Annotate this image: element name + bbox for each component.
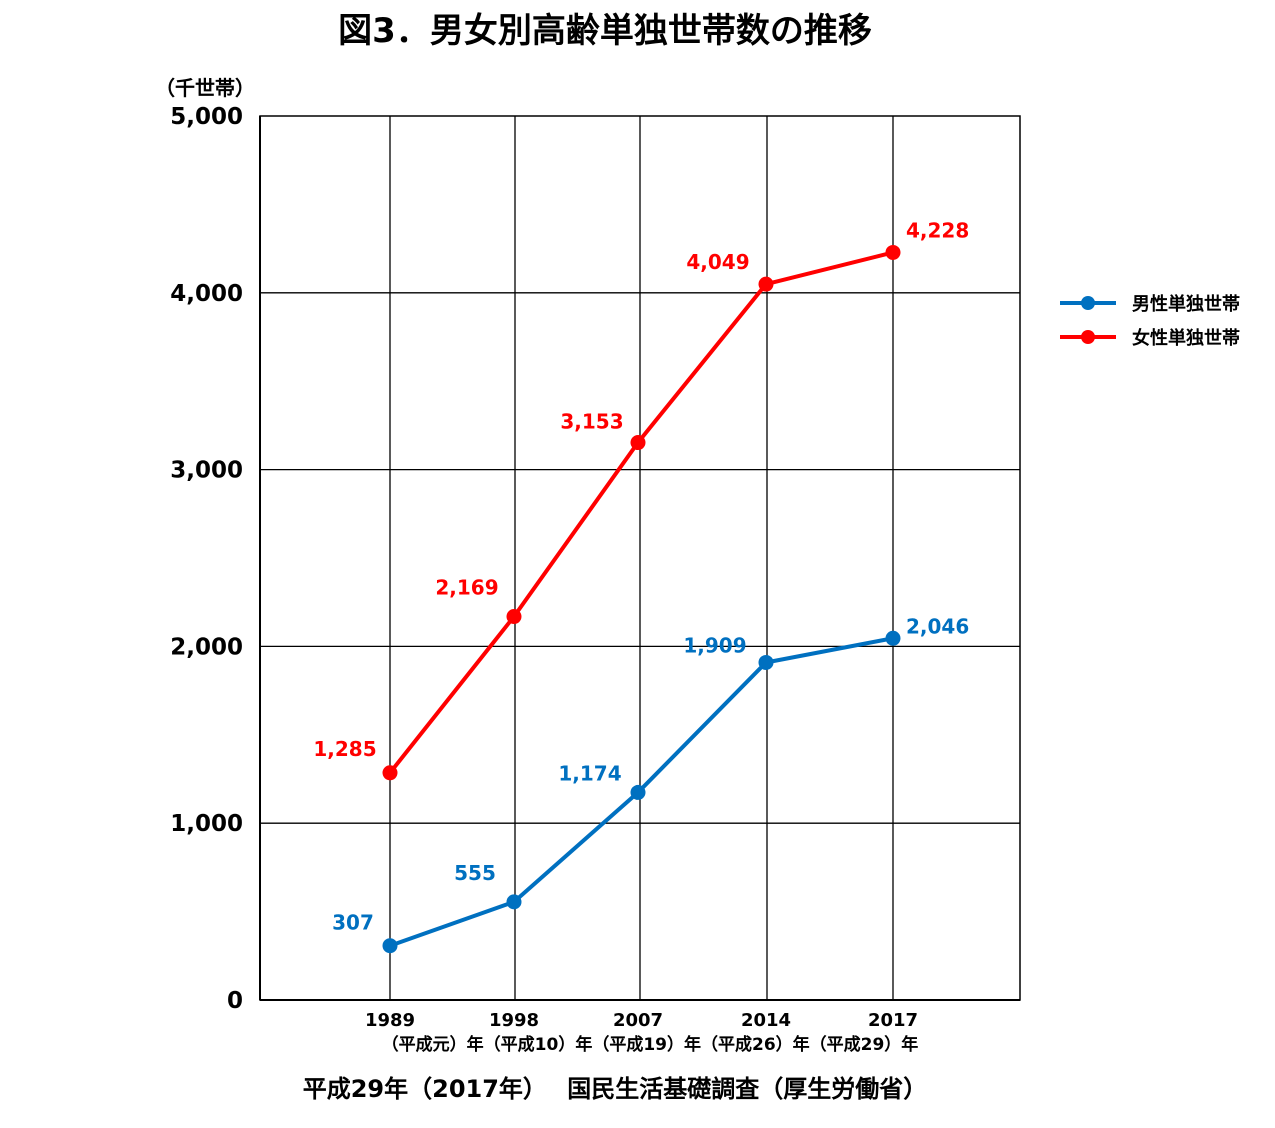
x-tick-label: 1989 <box>365 1010 415 1031</box>
legend-item: 男性単独世帯 <box>1060 293 1240 315</box>
data-label: 307 <box>332 911 374 935</box>
legend-marker <box>1081 296 1095 310</box>
y-tick-label: 5,000 <box>170 104 243 130</box>
data-point <box>382 938 398 954</box>
y-axis-unit-label: （千世帯） <box>155 76 255 100</box>
legend-item: 女性単独世帯 <box>1060 327 1240 349</box>
x-tick-label: 1998 <box>489 1010 539 1031</box>
y-tick-label: 2,000 <box>170 634 243 660</box>
data-point <box>382 765 398 781</box>
data-label: 2,169 <box>435 576 498 600</box>
y-tick-label: 4,000 <box>170 281 243 307</box>
data-label: 1,285 <box>313 737 376 761</box>
data-point <box>885 630 901 646</box>
series-group: 307 555 1,174 1,909 2,046 <box>332 614 969 954</box>
x-axis-era-labels: （平成元）年（平成10）年（平成19）年（平成26）年（平成29）年 <box>382 1034 919 1055</box>
data-label: 1,909 <box>683 633 746 657</box>
y-tick-label: 0 <box>227 988 243 1014</box>
data-point <box>630 784 646 800</box>
data-label: 4,049 <box>686 250 749 274</box>
legend-label: 女性単独世帯 <box>1132 327 1240 349</box>
data-point <box>630 435 646 451</box>
x-tick-label: 2017 <box>868 1010 918 1031</box>
axes <box>259 116 1020 1001</box>
data-point <box>758 654 774 670</box>
chart-title: 図3．男女別高齢単独世帯数の推移 <box>338 11 872 51</box>
series-group: 1,285 2,169 3,153 4,049 4,228 <box>313 218 969 781</box>
x-axis-ticks: 1989 1998 2007 2014 2017 <box>365 1010 918 1031</box>
grid <box>260 116 1020 1000</box>
x-tick-label: 2007 <box>613 1010 663 1031</box>
data-label: 1,174 <box>558 761 621 785</box>
data-label: 3,153 <box>560 410 623 434</box>
series: 307 555 1,174 1,909 2,046 1,285 2,169 3,153 4,04… <box>313 218 969 954</box>
data-label: 555 <box>454 861 496 885</box>
data-point <box>506 609 522 625</box>
data-point <box>506 894 522 910</box>
legend-label: 男性単独世帯 <box>1132 293 1240 315</box>
data-point <box>885 244 901 260</box>
data-label: 4,228 <box>906 218 969 242</box>
y-tick-label: 1,000 <box>170 811 243 837</box>
y-axis-ticks: 0 1,000 2,000 3,000 4,000 5,000 <box>170 104 243 1014</box>
source-note: 平成29年（2017年） 国民生活基礎調査（厚生労働省） <box>303 1075 928 1103</box>
legend-marker <box>1081 330 1095 344</box>
data-point <box>758 276 774 292</box>
y-tick-label: 3,000 <box>170 458 243 484</box>
data-label: 2,046 <box>906 614 969 638</box>
x-tick-label: 2014 <box>741 1010 791 1031</box>
